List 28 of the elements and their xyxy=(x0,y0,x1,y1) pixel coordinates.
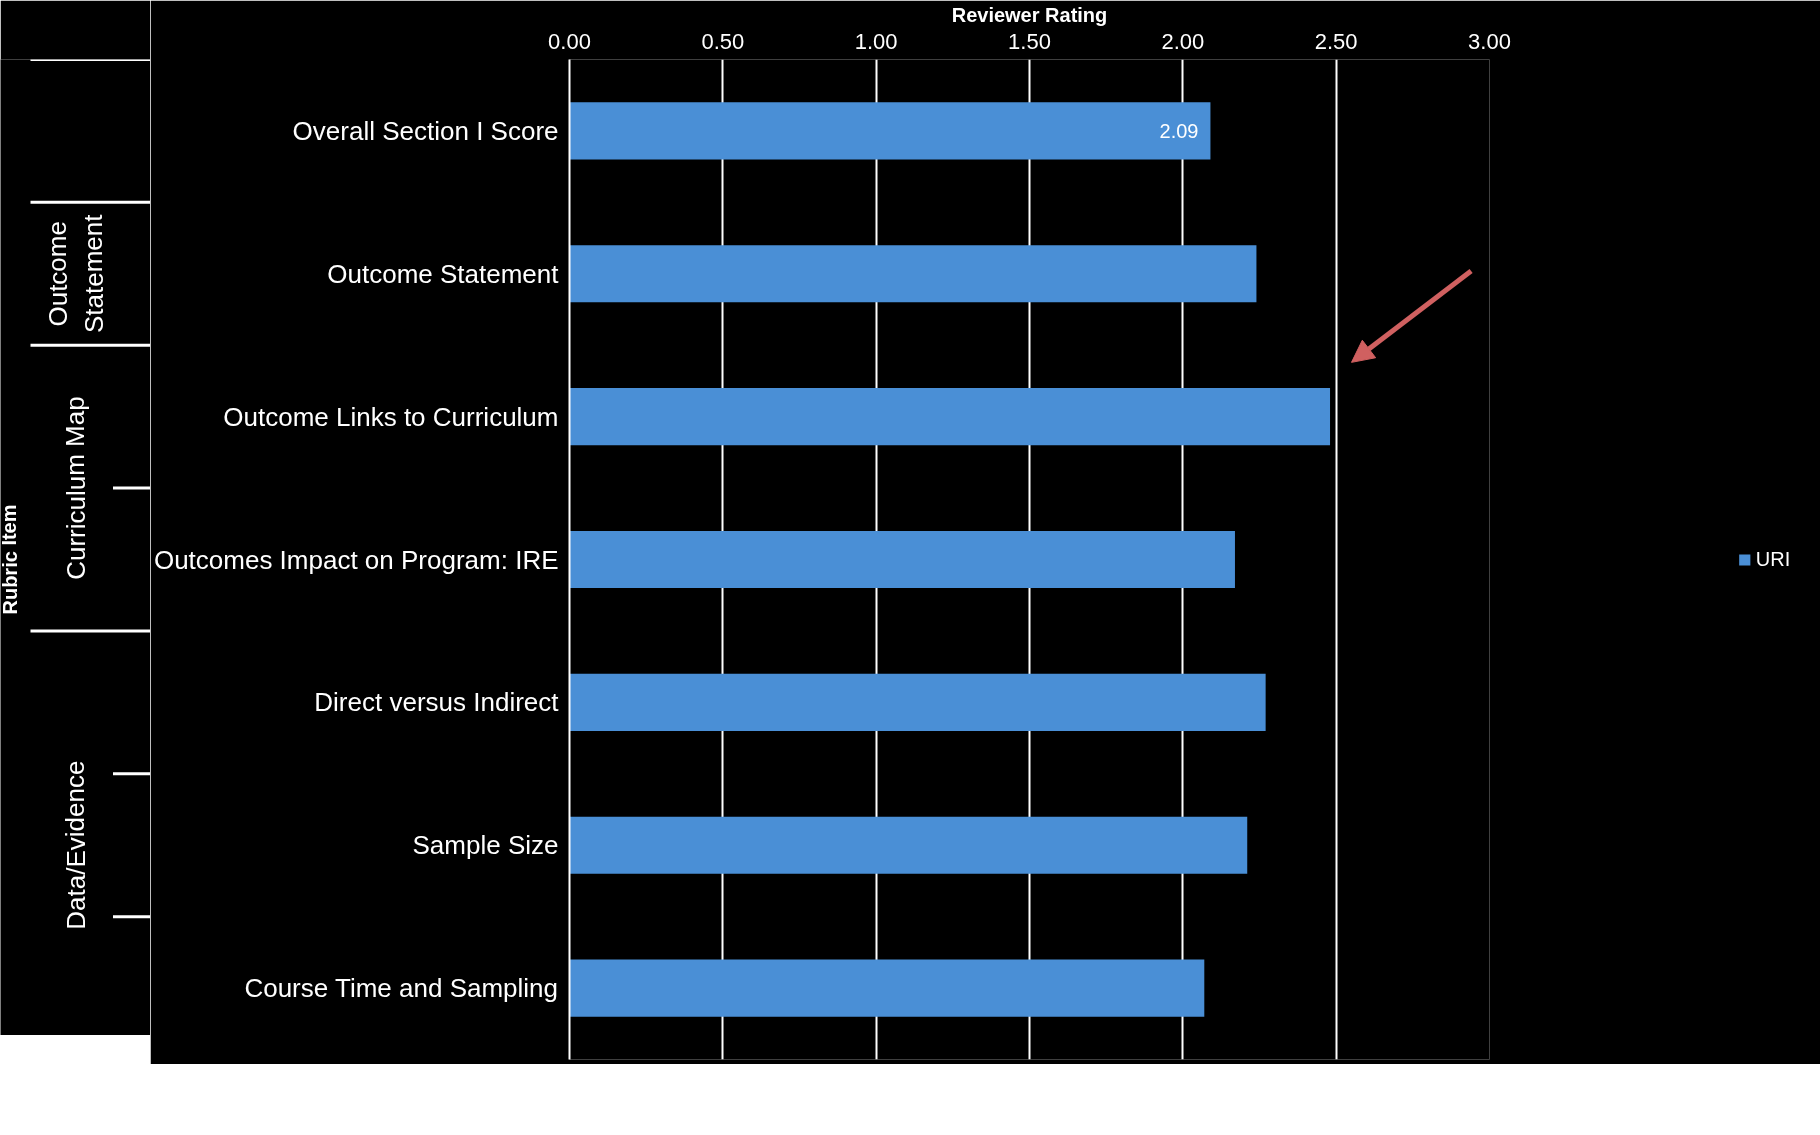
y-tick-label: Outcome Statement xyxy=(327,258,560,289)
x-tick-label: 2.50 xyxy=(1314,28,1358,54)
y-tick-label: Outcomes Impact on Program: IRE xyxy=(153,544,559,575)
bar xyxy=(569,388,1331,446)
x-axis-title: Reviewer Rating xyxy=(951,3,1108,26)
y-tick-label: Outcome Links to Curriculum xyxy=(223,401,559,432)
bar xyxy=(569,959,1205,1017)
bar xyxy=(569,673,1266,731)
bar xyxy=(569,530,1235,589)
y-tick-label: Overall Section I Score xyxy=(292,115,559,146)
bar xyxy=(569,245,1257,303)
x-tick-label: 0.00 xyxy=(548,28,591,54)
bar xyxy=(569,816,1248,874)
x-tick-label: 2.00 xyxy=(1161,28,1205,54)
text: Data/Evidence xyxy=(60,760,91,930)
legend-label: URI xyxy=(1755,547,1791,571)
y-tick-label: Direct versus Indirect xyxy=(314,687,560,718)
y-tick-label: Sample Size xyxy=(412,830,559,861)
text: Outcome Statement xyxy=(42,213,109,334)
x-tick-label: 3.00 xyxy=(1468,28,1511,54)
bar xyxy=(569,102,1211,160)
data-label: 2.09 xyxy=(1159,119,1199,142)
x-tick-label: 1.50 xyxy=(1008,28,1051,54)
x-tick-label: 0.50 xyxy=(701,28,745,54)
x-tick-label: 1.00 xyxy=(854,28,898,54)
text: Curriculum Map xyxy=(60,396,91,580)
y-tick-label: Course Time and Sampling xyxy=(244,973,559,1004)
text: Rubric Item xyxy=(0,504,21,615)
